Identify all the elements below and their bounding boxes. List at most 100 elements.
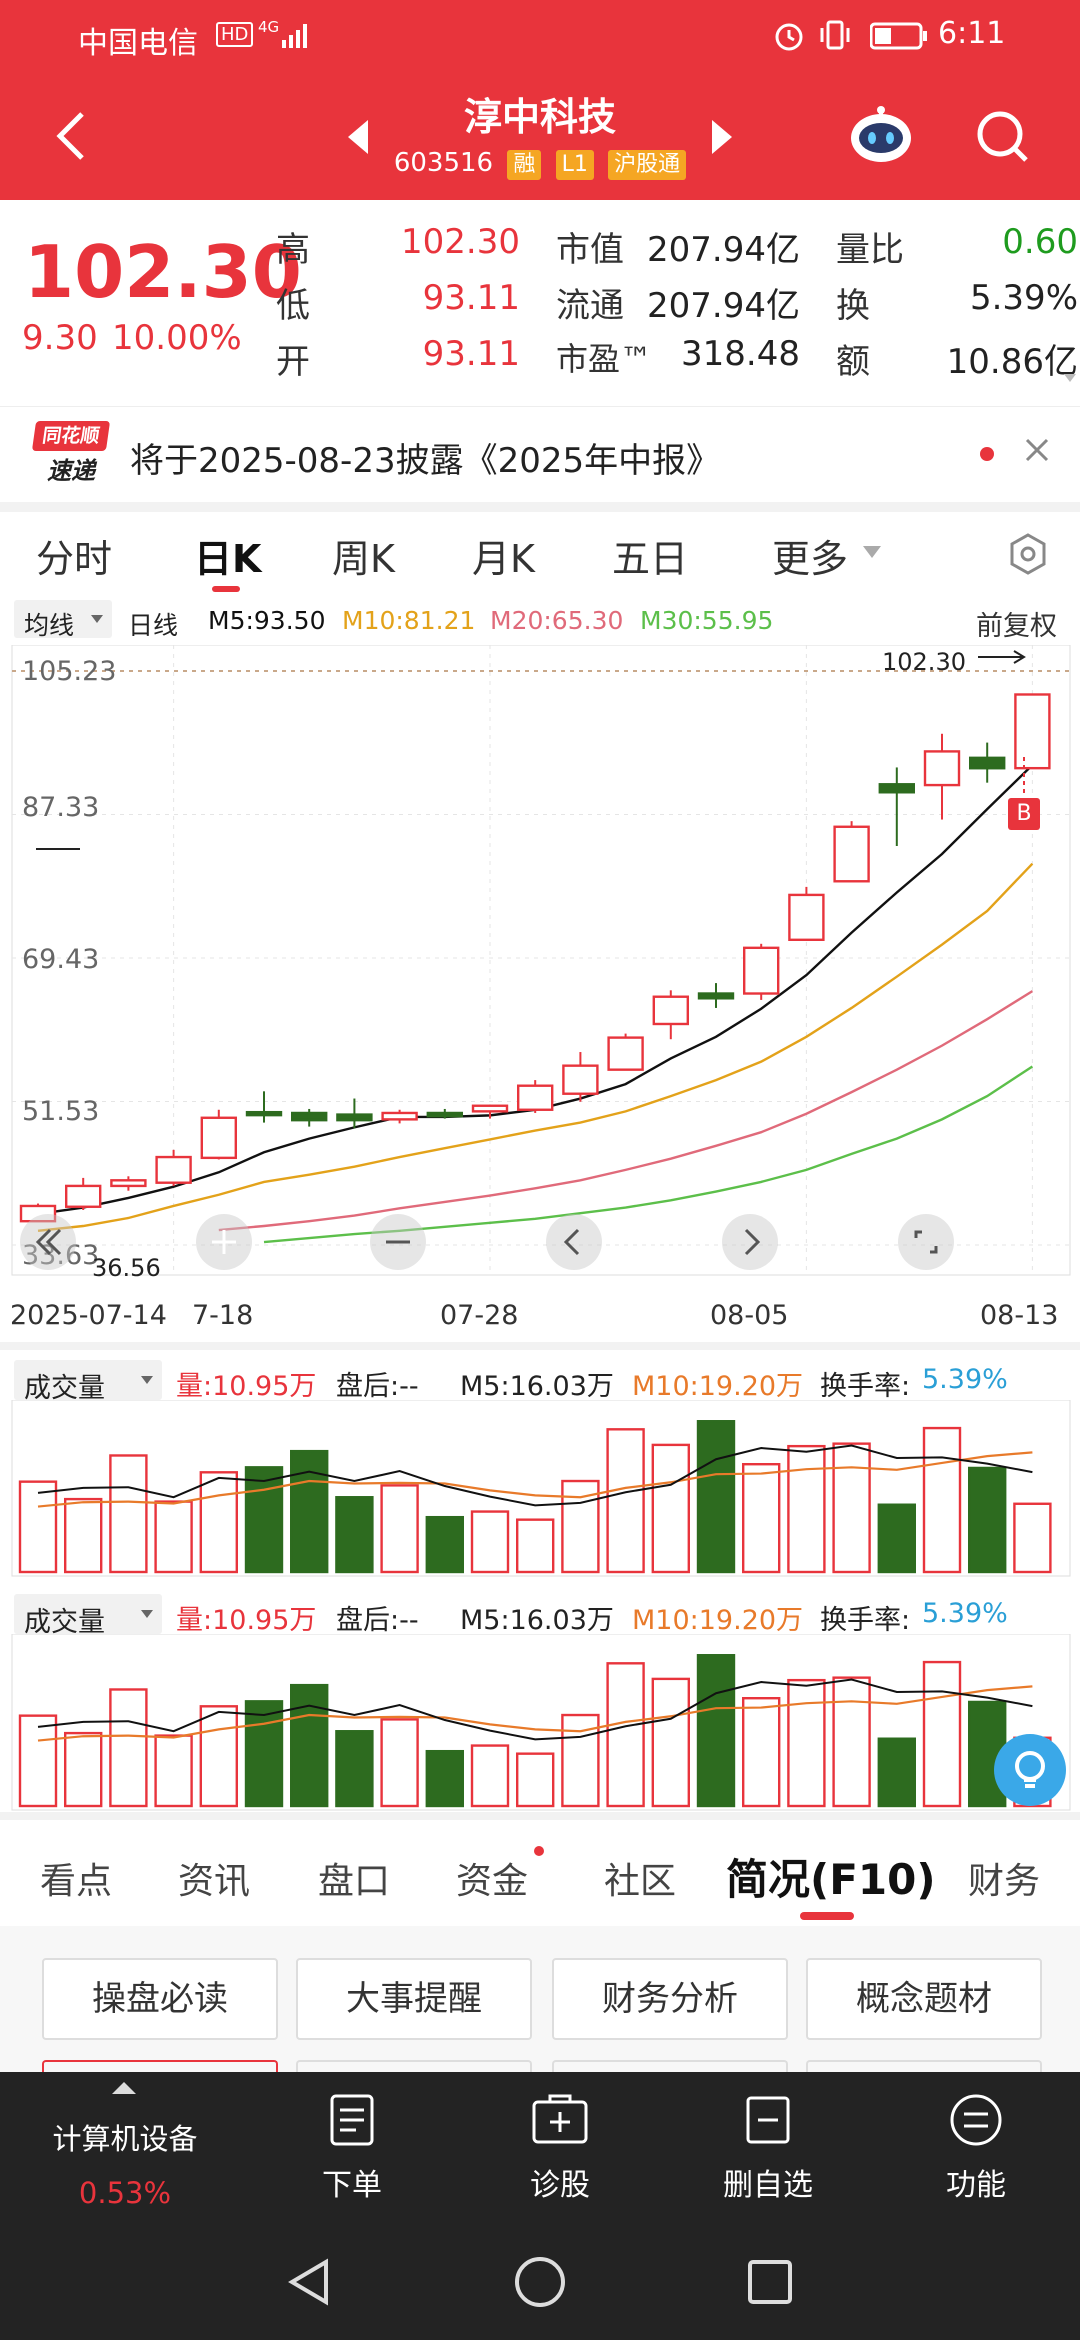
amount-value: 10.86亿 bbox=[946, 342, 1078, 382]
vol-ma5-label: M5:16.03万 bbox=[460, 1371, 614, 1402]
buy-marker[interactable]: B bbox=[1008, 798, 1040, 830]
unread-dot bbox=[980, 447, 994, 461]
candle bbox=[788, 893, 825, 942]
amount-label: 额 bbox=[836, 342, 870, 382]
y-tick-label: 51.53 bbox=[22, 1096, 100, 1127]
close-icon[interactable] bbox=[1024, 437, 1050, 467]
period-label: 日线 bbox=[128, 611, 179, 640]
turnover-rate-label: 换手率: bbox=[820, 1371, 911, 1402]
back-icon[interactable] bbox=[52, 108, 92, 168]
events-button[interactable]: 大事提醒 bbox=[296, 1958, 532, 2040]
candle bbox=[155, 1155, 192, 1184]
volume-selector[interactable]: 成交量 bbox=[14, 1360, 162, 1404]
diagnose-label[interactable]: 诊股 bbox=[530, 2168, 590, 2203]
function-menu-label[interactable]: 功能 bbox=[946, 2168, 1006, 2203]
next-row-button[interactable] bbox=[552, 2060, 788, 2074]
turnover-rate-value: 5.39% bbox=[922, 1598, 1008, 1629]
financial-analysis-button[interactable]: 财务分析 bbox=[552, 1958, 788, 2040]
open-value: 93.11 bbox=[422, 334, 520, 374]
function-menu-icon[interactable] bbox=[876, 2092, 1076, 2156]
lightbulb-tip-icon[interactable] bbox=[994, 1734, 1066, 1806]
ma10-label: M10:81.21 bbox=[342, 606, 476, 635]
ma-selector[interactable]: 均线 bbox=[14, 600, 112, 640]
candle bbox=[291, 1111, 328, 1122]
more-dropdown-icon[interactable] bbox=[862, 544, 882, 563]
x-tick-label: 7-18 bbox=[192, 1300, 254, 1331]
pe-label: 市盈™ bbox=[556, 340, 653, 378]
volume-bar bbox=[606, 1662, 645, 1808]
next-row-button[interactable] bbox=[42, 2060, 278, 2074]
ma-select-label: 均线 bbox=[24, 611, 75, 640]
prev-stock-icon[interactable] bbox=[344, 118, 372, 160]
tab-weekly-k[interactable]: 周K bbox=[332, 537, 395, 581]
tab-f10[interactable]: 简况(F10) bbox=[726, 1855, 936, 1904]
tag-margin: 融 bbox=[507, 150, 542, 180]
order-label[interactable]: 下单 bbox=[322, 2168, 382, 2203]
after-hours-label: 盘后:-- bbox=[336, 1605, 419, 1636]
candle bbox=[743, 946, 780, 995]
adjust-label[interactable]: 前复权 bbox=[976, 611, 1057, 642]
expand-arrow-icon[interactable] bbox=[1062, 370, 1078, 390]
volume-frame bbox=[11, 1634, 1071, 1811]
fullscreen-button[interactable] bbox=[898, 1214, 954, 1270]
candlestick-chart[interactable] bbox=[0, 645, 1080, 1285]
vol-ma5-label: M5:16.03万 bbox=[460, 1605, 614, 1636]
trading-guide-button[interactable]: 操盘必读 bbox=[42, 1958, 278, 2040]
concept-theme-button[interactable]: 概念题材 bbox=[806, 1958, 1042, 2040]
price-change-pct: 10.00% bbox=[112, 318, 242, 358]
ma10-line bbox=[37, 862, 1034, 1233]
volume-bar bbox=[651, 1677, 690, 1808]
tab-finance[interactable]: 财务 bbox=[968, 1861, 1041, 1902]
tab-capital[interactable]: 资金 bbox=[456, 1861, 529, 1902]
volume-bar bbox=[290, 1683, 329, 1808]
next-stock-icon[interactable] bbox=[708, 118, 736, 160]
search-icon[interactable] bbox=[974, 108, 1030, 168]
volume-chart[interactable] bbox=[0, 1634, 1080, 1812]
scroll-left-button[interactable] bbox=[546, 1214, 602, 1270]
jump-start-button[interactable] bbox=[20, 1214, 76, 1270]
tab-monthly-k[interactable]: 月K bbox=[472, 537, 535, 581]
bottom-nav bbox=[0, 2072, 1080, 2340]
system-recents-icon[interactable] bbox=[742, 2254, 798, 2314]
tag-level1: L1 bbox=[555, 150, 594, 180]
x-tick-label: 2025-07-14 bbox=[10, 1300, 167, 1331]
y-tick-label: 105.23 bbox=[22, 656, 117, 687]
sector-expand-icon[interactable] bbox=[110, 2080, 138, 2100]
low-value: 93.11 bbox=[422, 278, 520, 318]
ma20-line bbox=[218, 990, 1034, 1232]
float-value: 207.94亿 bbox=[647, 286, 800, 326]
settings-hex-icon[interactable] bbox=[1006, 532, 1050, 580]
tab-community[interactable]: 社区 bbox=[604, 1861, 677, 1902]
tab-news[interactable]: 资讯 bbox=[178, 1861, 251, 1902]
volume-bar bbox=[63, 1497, 103, 1574]
tab-more[interactable]: 更多 bbox=[772, 537, 849, 581]
order-icon[interactable] bbox=[252, 2092, 452, 2156]
sector-name[interactable]: 计算机设备 bbox=[52, 2122, 198, 2156]
tab-orderbook[interactable]: 盘口 bbox=[318, 1861, 391, 1902]
zoom-out-button[interactable] bbox=[370, 1214, 426, 1270]
volume-bar bbox=[63, 1731, 103, 1808]
zoom-in-button[interactable] bbox=[196, 1214, 252, 1270]
next-row-button[interactable] bbox=[296, 2060, 532, 2074]
ma30-line bbox=[263, 1065, 1034, 1244]
diagnose-icon[interactable] bbox=[460, 2092, 660, 2156]
remove-watchlist-icon[interactable] bbox=[668, 2092, 868, 2156]
carrier-label: 中国电信 bbox=[78, 26, 198, 61]
volume-bar bbox=[968, 1466, 1007, 1574]
news-banner[interactable]: 同花顺 速递 将于2025-08-23披露《2025年中报》 bbox=[0, 406, 1080, 504]
volume-chart[interactable] bbox=[0, 1400, 1080, 1580]
volume-dropdown-icon bbox=[141, 1376, 153, 1384]
tab-intraday[interactable]: 分时 bbox=[36, 537, 113, 581]
tab-highlights[interactable]: 看点 bbox=[40, 1861, 113, 1902]
scroll-right-button[interactable] bbox=[722, 1214, 778, 1270]
tab-five-day[interactable]: 五日 bbox=[612, 537, 689, 581]
tab-daily-k[interactable]: 日K bbox=[194, 537, 262, 581]
system-home-icon[interactable] bbox=[512, 2254, 568, 2314]
volume-bar bbox=[380, 1718, 419, 1808]
robot-assistant-icon[interactable] bbox=[848, 104, 914, 168]
volume-bar bbox=[470, 1744, 510, 1808]
remove-watchlist-label[interactable]: 删自选 bbox=[723, 2168, 813, 2203]
volume-selector[interactable]: 成交量 bbox=[14, 1594, 162, 1638]
system-back-icon[interactable] bbox=[282, 2254, 338, 2314]
next-row-button[interactable] bbox=[806, 2060, 1042, 2074]
